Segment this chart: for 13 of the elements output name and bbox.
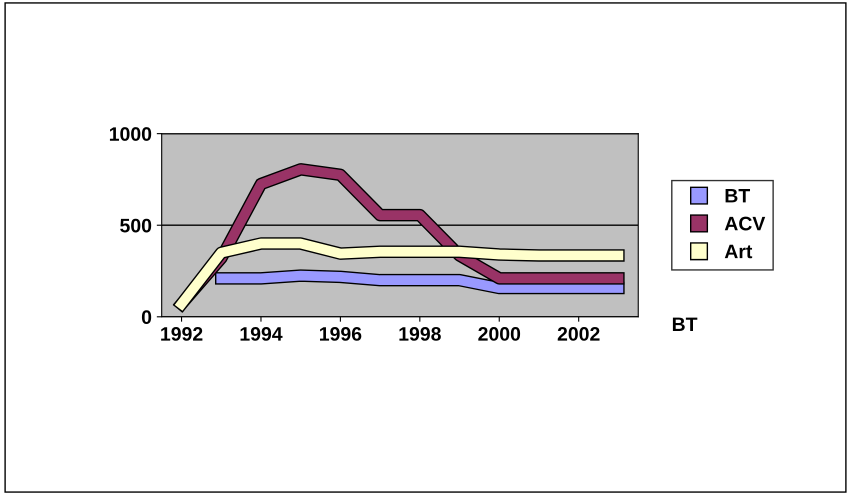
- x-tick-label: 1994: [240, 327, 282, 341]
- y-tick-label: 500: [120, 218, 152, 232]
- y-tick-label: 0: [142, 310, 152, 324]
- legend-label: Art: [724, 244, 752, 258]
- x-tick-label: 2000: [478, 327, 520, 341]
- x-tick-label: 1992: [161, 327, 202, 341]
- text: BT: [672, 318, 698, 331]
- x-tick-label: 1996: [320, 327, 362, 341]
- legend-label: ACV: [724, 216, 766, 230]
- x-tick-label: 2002: [558, 327, 600, 341]
- y-tick-label: 1000: [110, 127, 152, 141]
- x-tick-label: 1998: [399, 327, 441, 341]
- legend-label: BT: [726, 189, 750, 202]
